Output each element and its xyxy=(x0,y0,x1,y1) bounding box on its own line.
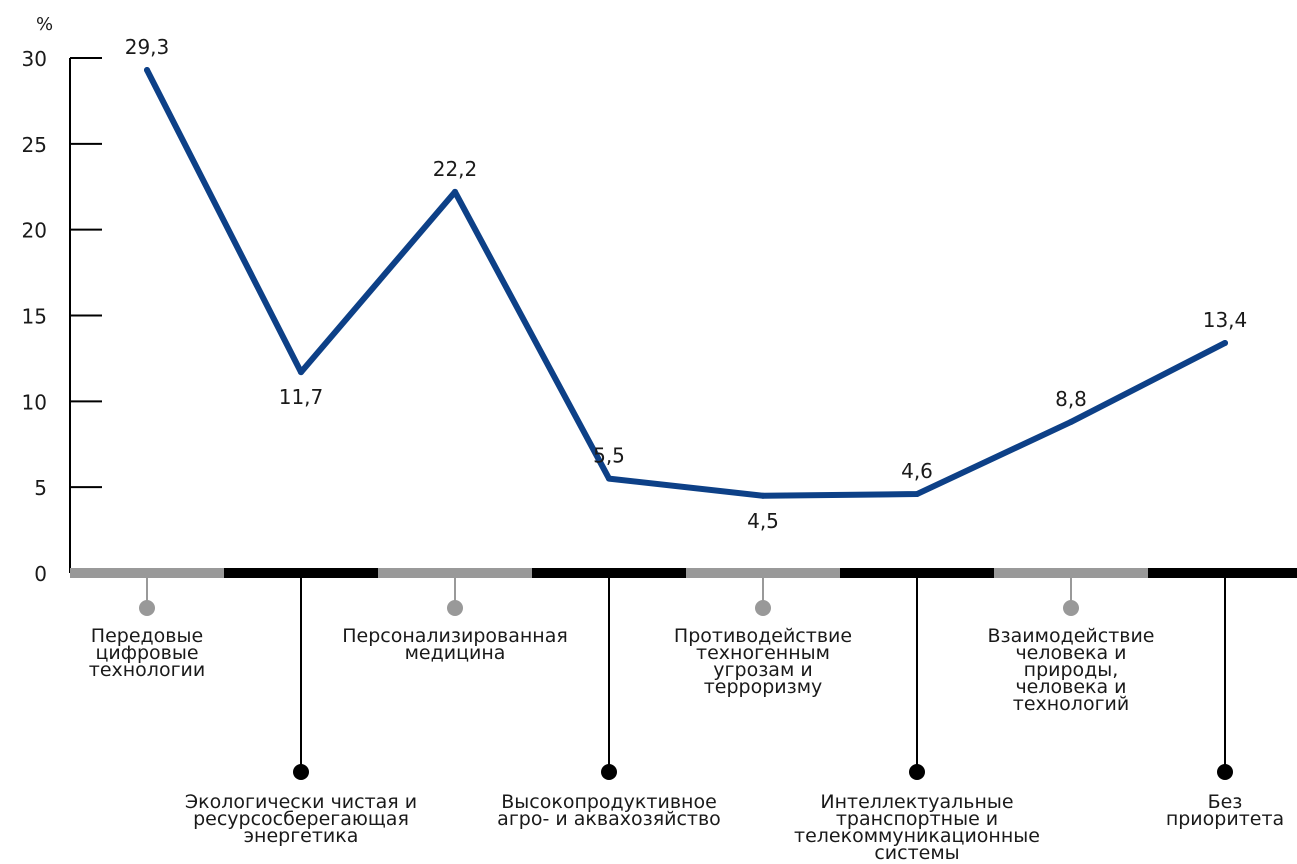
data-point xyxy=(1068,418,1074,425)
category-band-layer xyxy=(70,568,1297,578)
category-label: Передовые цифровые технологии xyxy=(89,625,206,681)
y-axis-tick-label: 25 xyxy=(22,133,47,157)
category-connector-layer xyxy=(139,578,1233,780)
category-marker-dot xyxy=(293,764,309,780)
data-point xyxy=(144,67,150,74)
category-marker-dot xyxy=(909,764,925,780)
category-band xyxy=(994,568,1148,578)
axis-layer: % 0 5 10 15 20 25 30 xyxy=(22,14,102,586)
data-label: 13,4 xyxy=(1203,308,1248,332)
category-marker-dot xyxy=(755,600,771,616)
data-point xyxy=(298,369,304,376)
series-line-layer xyxy=(144,67,1228,499)
category-band xyxy=(224,568,378,578)
data-point xyxy=(452,188,458,195)
category-label: Интеллектуальные транспортные и телекоммун… xyxy=(794,791,1040,864)
data-label: 22,2 xyxy=(433,157,478,181)
data-label: 5,5 xyxy=(593,444,625,468)
data-point xyxy=(760,492,766,499)
category-label: Противодействие техногенным угрозам и терро… xyxy=(674,625,852,698)
data-label: 4,5 xyxy=(747,509,779,533)
category-marker-dot xyxy=(1063,600,1079,616)
data-label: 4,6 xyxy=(901,459,933,483)
y-axis-unit-label: % xyxy=(36,14,53,35)
y-axis-tick-label: 30 xyxy=(22,47,47,71)
data-point xyxy=(914,491,920,498)
y-axis-tick-label: 10 xyxy=(22,390,47,414)
category-band xyxy=(840,568,994,578)
data-label: 11,7 xyxy=(279,385,324,409)
data-point xyxy=(606,475,612,482)
category-marker-dot xyxy=(139,600,155,616)
category-band xyxy=(378,568,532,578)
category-band xyxy=(532,568,686,578)
data-label: 29,3 xyxy=(125,35,170,59)
category-label: Высокопродуктивное агро- и аквахозяйство xyxy=(497,791,721,830)
data-point xyxy=(1222,339,1228,346)
category-marker-dot xyxy=(447,600,463,616)
y-axis-tick-label: 0 xyxy=(34,562,47,586)
category-marker-dot xyxy=(1217,764,1233,780)
data-label: 8,8 xyxy=(1055,387,1087,411)
category-band xyxy=(70,568,224,578)
category-label: Взаимодействие человека и природы, человека… xyxy=(987,625,1154,715)
y-axis-tick-label: 15 xyxy=(22,305,47,329)
data-label-layer: 29,3 11,7 22,2 5,5 4,5 4,6 8,8 13,4 xyxy=(125,35,1248,533)
series-line xyxy=(144,67,1228,499)
category-band xyxy=(1148,568,1297,578)
category-label-layer: Передовые цифровые технологии Экологически … xyxy=(89,625,1284,864)
category-label: Экологически чистая и ресурсосберегающая э… xyxy=(185,791,417,847)
category-label: Персонализированная медицина xyxy=(342,625,568,664)
y-axis-tick-label: 20 xyxy=(22,219,47,243)
y-axis-tick-label: 5 xyxy=(34,476,47,500)
category-label: Без приоритета xyxy=(1166,791,1284,830)
category-marker-dot xyxy=(601,764,617,780)
category-band xyxy=(686,568,840,578)
